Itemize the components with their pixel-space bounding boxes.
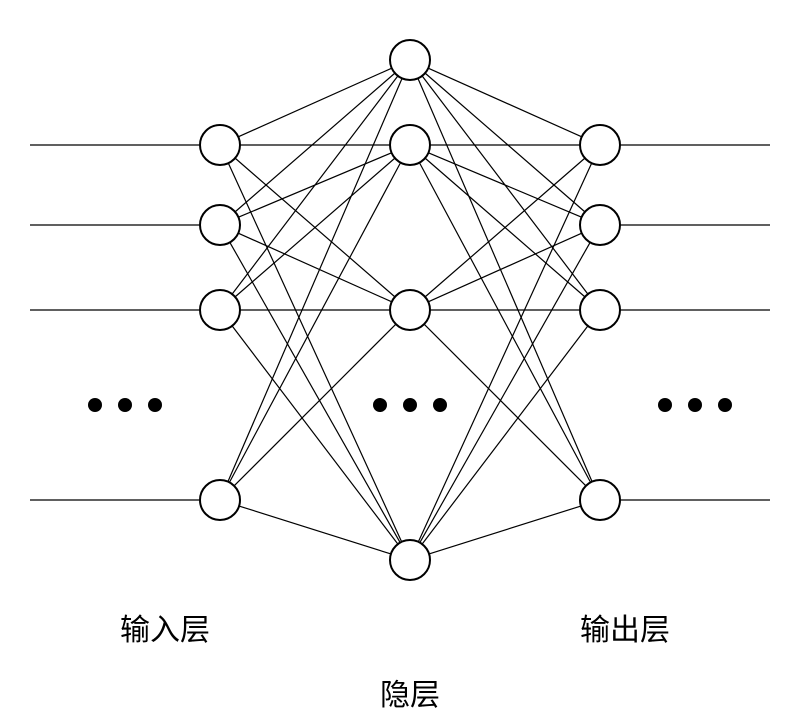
- input-node-0: [200, 125, 240, 165]
- input-node-1: [200, 205, 240, 245]
- output-node-2: [580, 290, 620, 330]
- output-node-3: [580, 480, 620, 520]
- ellipsis-group: [88, 398, 732, 412]
- neural-network-diagram: 输入层 隐层 输出层: [0, 0, 800, 728]
- hidden-node-3: [390, 540, 430, 580]
- input-layer-label: 输入层: [120, 605, 210, 649]
- input-node-3: [200, 480, 240, 520]
- output-layer-label: 输出层: [580, 605, 670, 649]
- hidden-layer-label: 隐层: [380, 670, 440, 714]
- input-node-2: [200, 290, 240, 330]
- hidden-node-1: [390, 125, 430, 165]
- hidden-node-2: [390, 290, 430, 330]
- output-node-0: [580, 125, 620, 165]
- output-node-1: [580, 205, 620, 245]
- hidden-node-0: [390, 40, 430, 80]
